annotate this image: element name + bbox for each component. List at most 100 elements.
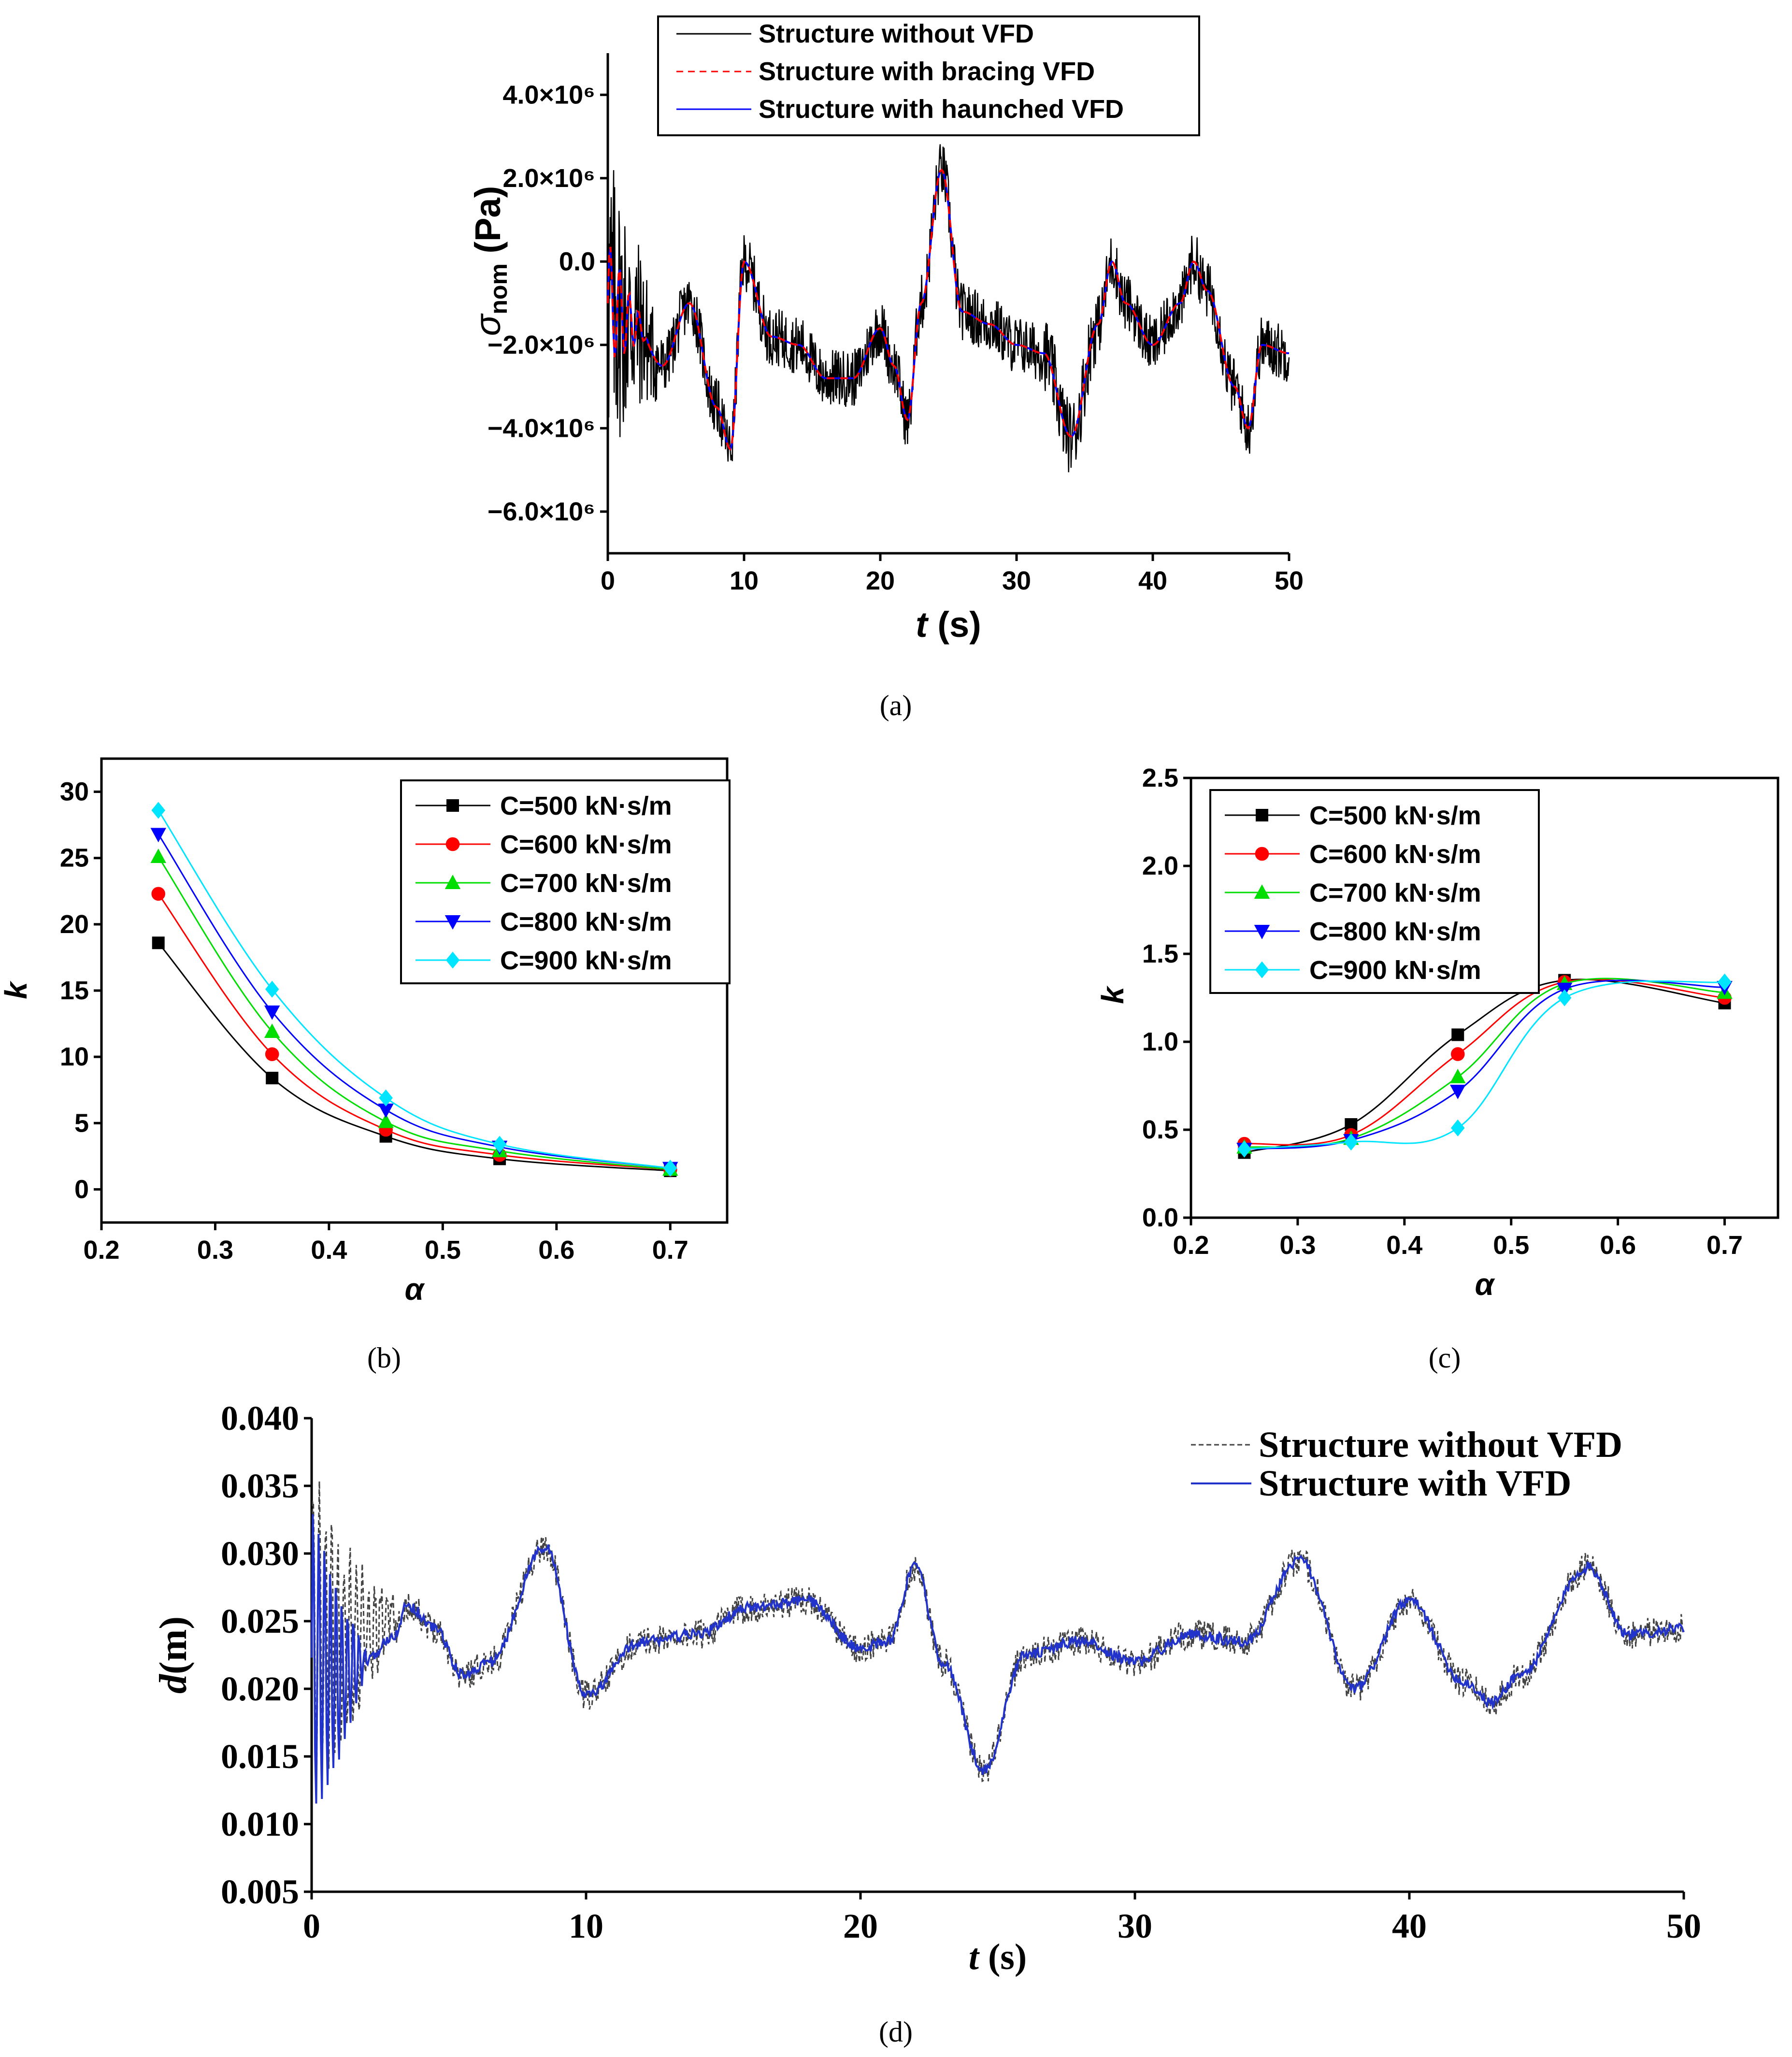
caption: (c) [1429, 1342, 1461, 1374]
x-axis-title: t (s) [916, 604, 981, 645]
legend: C=500 kN·s/m C=600 kN·s/m C=700 kN·s/m C=80… [1209, 789, 1540, 994]
y-axis-title-unit: (Pa) [468, 186, 508, 263]
data-point [265, 980, 279, 998]
data-point [378, 1113, 394, 1128]
y-tick-label: 1.0 [1142, 1027, 1178, 1056]
data-point [444, 875, 461, 889]
x-tick-label: 10 [569, 1907, 603, 1945]
data-point [444, 915, 461, 930]
y-tick-label: 4.0×10⁶ [502, 80, 595, 109]
data-point [264, 1005, 280, 1020]
legend-label: C=800 kN·s/m [500, 907, 672, 936]
x-axis-title: α [405, 1272, 425, 1307]
series-line [1244, 978, 1725, 1146]
x-tick-label: 0 [303, 1907, 320, 1945]
x-tick-label: 20 [843, 1907, 878, 1945]
y-tick-label: −4.0×10⁶ [487, 414, 595, 443]
data-point [445, 837, 460, 851]
legend-label: C=900 kN·s/m [500, 946, 672, 975]
x-tick-label: 0.4 [311, 1236, 347, 1265]
series-line [158, 856, 671, 1170]
x-tick-label: 0.4 [1386, 1231, 1422, 1260]
x-tick-label: 0.3 [197, 1236, 233, 1265]
series-line-without-vfd [607, 144, 1290, 473]
caption: (b) [367, 1342, 401, 1374]
x-axis-title-symbol: t [969, 1937, 980, 1977]
series-line [158, 810, 671, 1169]
caption-d: (d) [879, 2016, 913, 2048]
x-axis-title: t (s) [969, 1937, 1027, 1977]
legend-label: Structure with bracing VFD [759, 57, 1095, 86]
x-tick-label: 0.2 [83, 1236, 119, 1265]
x-tick-label: 30 [1002, 566, 1031, 595]
x-axis-title-unit: (s) [928, 604, 981, 645]
y-tick-label: 1.5 [1142, 939, 1178, 968]
data-point [151, 802, 166, 819]
data-point [1255, 961, 1269, 978]
data-point [1450, 1084, 1466, 1099]
legend-label: C=500 kN·s/m [1309, 801, 1481, 830]
legend-label: Structure without VFD [1259, 1424, 1622, 1465]
series-line [1244, 980, 1725, 1150]
data-point [1255, 847, 1269, 861]
x-tick-label: 0.5 [425, 1236, 461, 1265]
x-tick-label: 10 [730, 566, 759, 595]
x-tick-label: 0.5 [1493, 1231, 1529, 1260]
data-point [1256, 809, 1268, 821]
y-axis-title-unit: (m) [152, 1616, 195, 1674]
y-tick-label: 10 [60, 1042, 89, 1071]
y-tick-label: 0.010 [221, 1805, 299, 1843]
data-point [492, 1136, 507, 1153]
series-line-without-vfd [311, 1481, 1684, 1789]
data-point [663, 1159, 677, 1177]
legend-label: C=500 kN·s/m [500, 791, 672, 820]
y-axis-title: d(m) [152, 1616, 195, 1694]
y-tick-label: 0.005 [221, 1872, 299, 1911]
chart-b: 0.2 0.3 0.4 0.5 0.6 0.7 0 5 10 15 20 25 30 α k C=500 kN… [0, 757, 731, 1374]
legend: Structure without VFD Structure with brac… [657, 15, 1200, 136]
data-point [1718, 973, 1732, 991]
y-axis-title-symbol: d [152, 1674, 195, 1694]
y-axis-title: k [1095, 985, 1130, 1004]
legend-label: C=900 kN·s/m [1309, 956, 1481, 985]
y-axis-title: k [0, 980, 33, 999]
chart-a: 0 10 20 30 40 50 −6.0×10⁶ −4.0×10⁶ −2.0×10⁶ 0.0 2.… [468, 15, 1304, 721]
x-tick-label: 0.6 [538, 1236, 574, 1265]
series-line [158, 834, 671, 1169]
x-tick-label: 20 [866, 566, 895, 595]
plot-frame [1190, 777, 1779, 1219]
y-axis-title-symbol: σ [468, 313, 508, 336]
y-tick-label: 25 [60, 844, 89, 873]
x-axis-title-symbol: t [916, 604, 929, 645]
x-tick-label: 40 [1138, 566, 1167, 595]
y-tick-label: 0.0 [559, 247, 595, 276]
data-point [1557, 989, 1572, 1007]
legend-label: C=700 kN·s/m [1309, 878, 1481, 907]
x-tick-label: 0 [601, 566, 615, 595]
series-line-bracing-vfd [607, 168, 1290, 451]
legend-label: C=700 kN·s/m [500, 869, 672, 898]
data-point [150, 849, 166, 863]
legend-label: C=800 kN·s/m [1309, 917, 1481, 946]
x-tick-label: 0.2 [1173, 1231, 1209, 1260]
series-line [1244, 979, 1725, 1150]
y-tick-label: 2.0×10⁶ [502, 164, 595, 193]
x-axis-title-unit: (s) [979, 1937, 1027, 1977]
y-tick-label: 0 [74, 1175, 89, 1204]
legend: C=500 kN·s/m C=600 kN·s/m C=700 kN·s/m C=80… [400, 779, 731, 984]
y-tick-label: 0.035 [221, 1467, 299, 1505]
x-tick-label: 0.7 [652, 1236, 688, 1265]
data-point [1254, 925, 1270, 939]
y-axis-title: σnom (Pa) [468, 186, 512, 336]
data-point [264, 1023, 280, 1038]
legend-label: C=600 kN·s/m [500, 830, 672, 859]
x-tick-label: 30 [1118, 1907, 1152, 1945]
y-tick-label: 0.025 [221, 1602, 299, 1640]
y-tick-label: 5 [74, 1108, 89, 1137]
legend-label: Structure with VFD [1259, 1463, 1571, 1504]
chart-c: 0.2 0.3 0.4 0.5 0.6 0.7 0.0 0.5 1.0 1.5 2.0 2.5 α k C=… [1095, 763, 1779, 1374]
data-point [152, 936, 165, 949]
legend-label: C=600 kN·s/m [1309, 840, 1481, 869]
data-point [1344, 1133, 1358, 1151]
x-tick-label: 50 [1275, 566, 1304, 595]
